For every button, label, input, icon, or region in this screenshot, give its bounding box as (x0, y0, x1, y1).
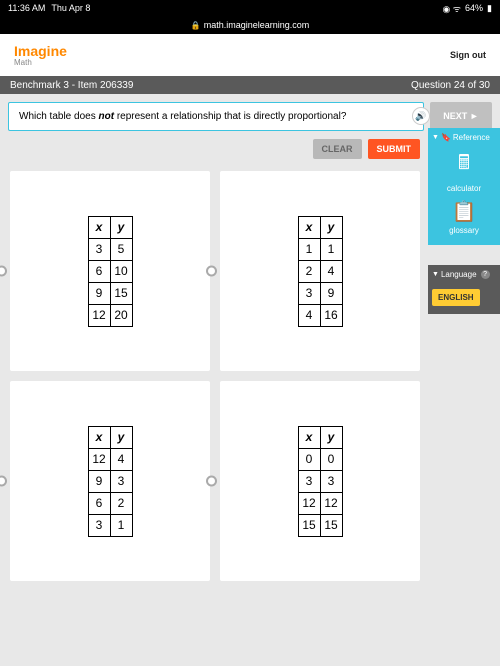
url-text: math.imaginelearning.com (204, 20, 310, 30)
question-text: Which table does not represent a relatio… (19, 111, 346, 122)
speaker-icon: 🔊 (415, 111, 426, 122)
glossary-button[interactable]: 📋 glossary (432, 199, 496, 235)
answer-option-b[interactable]: xy 11 24 39 416 (220, 171, 420, 371)
table-b: xy 11 24 39 416 (298, 216, 343, 327)
battery-icon: ▮ (487, 3, 492, 14)
language-title[interactable]: ▼ Language? (432, 270, 496, 279)
calculator-button[interactable]: 🖩 calculator (432, 148, 496, 193)
status-day: Thu Apr 8 (51, 3, 90, 13)
radio-c[interactable] (0, 476, 7, 487)
app-header: Imagine Math Sign out (0, 34, 500, 76)
collapse-icon: ▼ (432, 134, 439, 141)
clear-button[interactable]: CLEAR (313, 139, 362, 159)
radio-a[interactable] (0, 266, 7, 277)
battery-pct: 64% (465, 3, 483, 13)
benchmark-title: Benchmark 3 - Item 206339 (10, 80, 133, 91)
answer-option-a[interactable]: xy 35 610 915 1220 (10, 171, 210, 371)
table-d: xy 00 33 1212 1515 (298, 426, 343, 537)
browser-url-bar[interactable]: 🔒 math.imaginelearning.com (0, 16, 500, 34)
benchmark-bar: Benchmark 3 - Item 206339 Question 24 of… (0, 76, 500, 94)
radio-d[interactable] (206, 476, 217, 487)
audio-button[interactable]: 🔊 (412, 107, 430, 125)
ios-status-bar: 11:36 AM Thu Apr 8 ◉ ᯤ 64% ▮ (0, 0, 500, 16)
bookmark-icon: 🔖 (441, 133, 451, 142)
status-time: 11:36 AM (8, 3, 45, 13)
english-button[interactable]: ENGLISH (432, 289, 480, 306)
submit-button[interactable]: SUBMIT (368, 139, 421, 159)
brand-sub: Math (14, 58, 67, 67)
radio-b[interactable] (206, 266, 217, 277)
sign-out-link[interactable]: Sign out (450, 50, 486, 60)
answer-option-d[interactable]: xy 00 33 1212 1515 (220, 381, 420, 581)
reference-title[interactable]: ▼ 🔖Reference (432, 133, 496, 142)
question-progress: Question 24 of 30 (411, 80, 490, 91)
calculator-icon: 🖩 (458, 148, 470, 182)
lock-icon: 🔒 (191, 21, 201, 30)
answer-grid: xy 35 610 915 1220 xy 11 24 39 416 xy 12… (0, 165, 500, 587)
table-a: xy 35 610 915 1220 (88, 216, 133, 327)
wifi-icon: ◉ ᯤ (442, 2, 461, 15)
question-box: Which table does not represent a relatio… (8, 102, 424, 131)
next-button[interactable]: NEXT ► (430, 102, 492, 130)
logo: Imagine Math (14, 44, 67, 67)
language-panel: ▼ Language? ENGLISH (428, 265, 500, 314)
help-icon[interactable]: ? (481, 270, 490, 279)
collapse-icon: ▼ (432, 271, 439, 278)
brand-name: Imagine (14, 44, 67, 58)
reference-panel: ▼ 🔖Reference 🖩 calculator 📋 glossary (428, 128, 500, 245)
answer-option-c[interactable]: xy 124 93 62 31 (10, 381, 210, 581)
clipboard-icon: 📋 (452, 199, 477, 224)
table-c: xy 124 93 62 31 (88, 426, 133, 537)
